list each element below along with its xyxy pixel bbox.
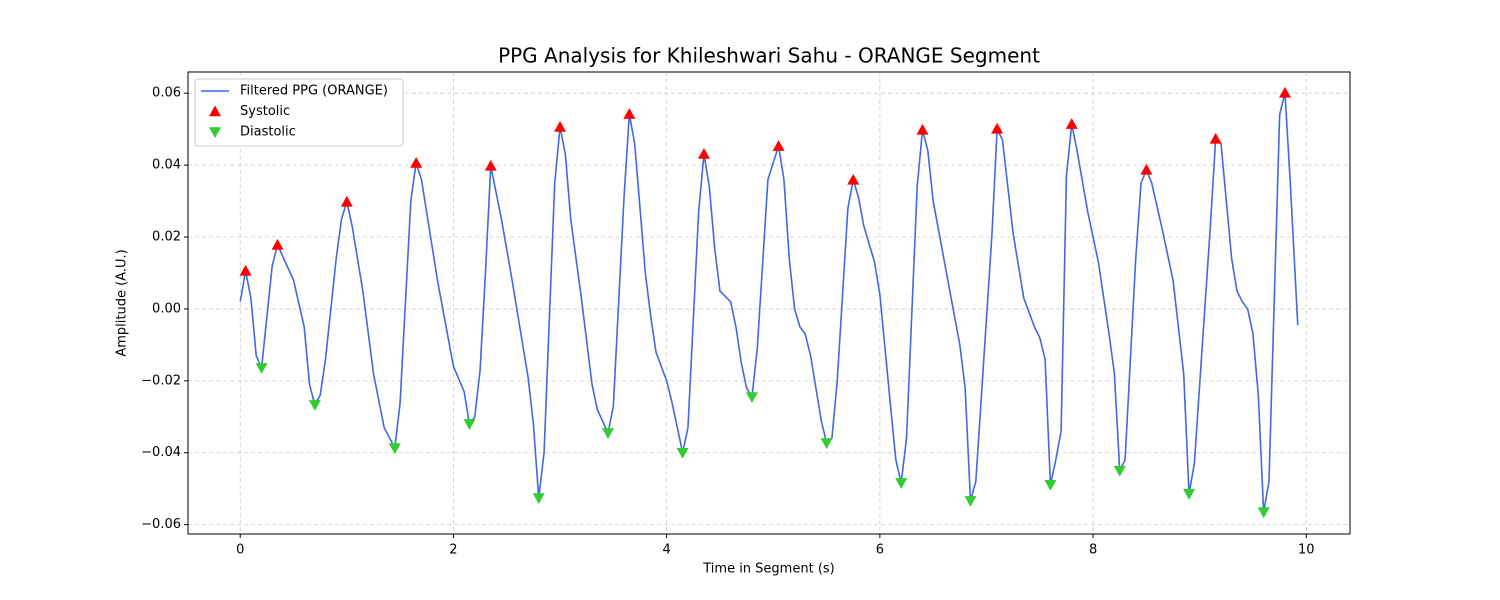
legend-box	[194, 78, 404, 147]
x-tick-label: 10	[1298, 543, 1315, 558]
systolic-marker	[484, 159, 497, 171]
systolic-marker	[772, 140, 785, 151]
y-axis-label: Amplitude (A.U.)	[115, 249, 130, 356]
y-tick-label: −0.02	[141, 373, 181, 388]
chart-title: PPG Analysis for Khileshwari Sahu - ORAN…	[498, 44, 1040, 68]
diastolic-marker	[532, 493, 545, 505]
systolic-marker	[1278, 86, 1291, 98]
diastolic-marker	[1257, 507, 1270, 519]
y-tick-label: 0.06	[152, 86, 181, 101]
axes-frame	[187, 71, 1351, 535]
diastolic-marker	[676, 447, 689, 459]
y-tick-label: 0.04	[152, 158, 181, 173]
diastolic-marker	[388, 443, 401, 455]
systolic-marker	[847, 173, 860, 185]
systolic-marker	[340, 195, 353, 207]
diastolic-marker	[745, 392, 758, 404]
systolic-marker	[991, 122, 1004, 134]
legend-swatch	[209, 105, 221, 117]
x-tick-label: 8	[1089, 543, 1097, 558]
systolic-marker	[554, 121, 567, 132]
legend-label: Diastolic	[240, 125, 296, 140]
diastolic-marker	[308, 400, 321, 411]
diastolic-marker	[602, 428, 615, 439]
x-tick-label: 4	[663, 543, 671, 558]
systolic-marker	[1209, 132, 1222, 144]
systolic-marker	[410, 156, 423, 168]
systolic-marker	[239, 264, 252, 276]
systolic-marker	[1140, 163, 1153, 175]
y-tick-label: 0.02	[152, 230, 181, 245]
legend: Filtered PPG (ORANGE) Systolic Diastolic	[194, 78, 404, 147]
legend-swatch	[209, 127, 221, 138]
diastolic-marker	[1113, 465, 1126, 477]
ticks: 0 2 4 6 8 10 −0.06 −0.04 −0.02 0.00 0.02 0.04 0.06	[141, 86, 1314, 558]
systolic-marker	[623, 108, 636, 119]
diastolic-marker	[1183, 488, 1196, 500]
plot-area	[239, 86, 1299, 519]
systolic-marker	[1065, 118, 1078, 129]
y-tick-label: −0.06	[141, 517, 181, 532]
diastolic-marker	[1044, 479, 1057, 491]
x-tick-label: 2	[449, 543, 457, 558]
diastolic-marker	[964, 496, 977, 507]
y-tick-label: −0.04	[141, 445, 181, 460]
legend-label: Systolic	[240, 104, 290, 119]
x-axis-label: Time in Segment (s)	[702, 562, 834, 577]
diastolic-marker	[820, 438, 833, 450]
grid	[188, 72, 1350, 534]
systolic-marker	[271, 238, 284, 250]
diastolic-marker	[255, 363, 268, 374]
systolic-marker	[916, 123, 929, 135]
systolic-marker	[697, 147, 710, 159]
diastolic-marker	[895, 478, 908, 489]
x-tick-label: 6	[876, 543, 884, 558]
x-tick-label: 0	[236, 543, 244, 558]
legend-label: Filtered PPG (ORANGE)	[240, 84, 388, 99]
y-tick-label: 0.00	[152, 301, 181, 316]
diastolic-marker	[463, 419, 476, 430]
